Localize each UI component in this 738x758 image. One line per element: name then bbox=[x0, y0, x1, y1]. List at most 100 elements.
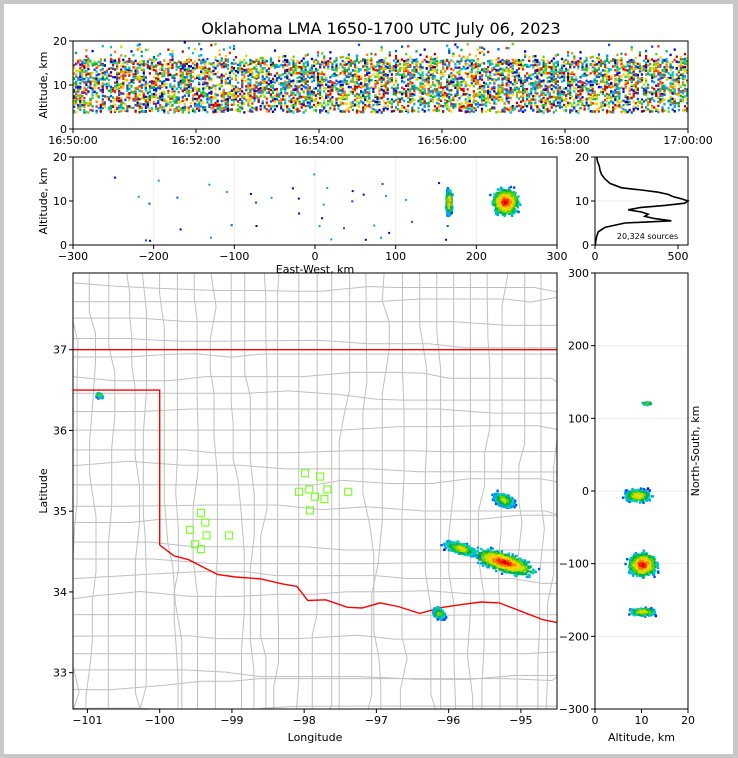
time-height-source bbox=[202, 83, 205, 86]
time-height-source bbox=[442, 93, 445, 96]
time-height-source bbox=[550, 68, 553, 71]
time-height-source bbox=[237, 63, 240, 67]
time-height-source bbox=[390, 100, 393, 103]
time-height-source bbox=[423, 100, 426, 103]
time-height-source bbox=[152, 60, 156, 63]
time-height-source bbox=[173, 90, 176, 93]
time-height-source bbox=[116, 83, 119, 86]
time-height-source bbox=[97, 73, 100, 76]
time-height-source bbox=[421, 82, 424, 86]
time-height-source bbox=[423, 84, 426, 87]
time-height-source bbox=[536, 60, 539, 64]
time-height-source bbox=[249, 68, 252, 71]
time-height-source bbox=[444, 94, 447, 97]
time-height-source bbox=[253, 66, 256, 69]
time-height-source bbox=[353, 104, 357, 107]
time-height-source bbox=[357, 110, 361, 113]
time-height-source bbox=[247, 74, 250, 78]
time-height-source bbox=[193, 86, 197, 90]
time-height-source bbox=[394, 57, 398, 60]
time-height-source bbox=[226, 94, 229, 98]
time-height-source bbox=[614, 84, 617, 88]
time-height-source bbox=[433, 62, 436, 65]
time-height-source bbox=[159, 72, 162, 75]
time-height-source bbox=[327, 90, 330, 93]
time-height-source bbox=[167, 110, 170, 114]
time-height-source bbox=[267, 88, 270, 91]
time-height-source bbox=[185, 75, 188, 79]
time-height-source bbox=[243, 62, 246, 65]
time-height-source bbox=[407, 45, 410, 48]
time-height-source bbox=[237, 108, 240, 111]
time-height-source bbox=[378, 78, 381, 81]
time-height-source bbox=[360, 82, 363, 85]
time-height-source bbox=[497, 91, 500, 94]
time-height-source bbox=[478, 71, 482, 75]
time-height-source bbox=[341, 86, 344, 89]
time-height-source bbox=[446, 65, 449, 68]
time-height-source bbox=[425, 67, 428, 70]
time-height-source bbox=[497, 48, 500, 51]
figure-canvas: Oklahoma LMA 1650-1700 UTC July 06, 2023… bbox=[4, 4, 733, 754]
time-height-source bbox=[282, 66, 285, 69]
time-height-source bbox=[321, 76, 324, 79]
time-height-source bbox=[161, 82, 164, 85]
time-height-source bbox=[454, 77, 457, 80]
time-height-source bbox=[442, 66, 445, 69]
time-height-source bbox=[218, 49, 221, 52]
time-height-source bbox=[442, 74, 445, 77]
time-height-source bbox=[95, 84, 98, 87]
time-height-source bbox=[126, 94, 129, 97]
time-height-source bbox=[310, 80, 313, 83]
time-height-source bbox=[362, 85, 365, 88]
time-height-source bbox=[79, 75, 82, 78]
time-height-source bbox=[427, 81, 430, 84]
time-height-source bbox=[542, 93, 545, 96]
time-height-source bbox=[431, 89, 434, 93]
time-height-source bbox=[319, 91, 322, 95]
time-height-source bbox=[333, 85, 336, 88]
time-height-source bbox=[224, 92, 227, 96]
time-height-source bbox=[161, 98, 164, 102]
time-height-source bbox=[571, 109, 574, 112]
time-height-source bbox=[323, 107, 326, 110]
time-height-source bbox=[524, 101, 527, 104]
time-height-source bbox=[83, 86, 86, 89]
time-height-source bbox=[370, 110, 373, 114]
time-height-source bbox=[493, 79, 496, 83]
time-height-source bbox=[294, 66, 297, 69]
time-height-source bbox=[522, 96, 525, 100]
time-height-source bbox=[407, 108, 410, 112]
time-height-source bbox=[556, 94, 559, 97]
time-height-source bbox=[517, 59, 521, 62]
time-height-source bbox=[456, 91, 459, 94]
time-height-source bbox=[152, 68, 156, 72]
time-height-source bbox=[210, 62, 213, 66]
time-height-source bbox=[228, 108, 231, 111]
time-height-source bbox=[83, 58, 86, 62]
time-height-source bbox=[183, 94, 186, 97]
time-height-source bbox=[394, 108, 398, 111]
time-height-source bbox=[433, 84, 436, 87]
time-height-source bbox=[228, 96, 231, 100]
time-height-source bbox=[351, 60, 354, 64]
time-height-source bbox=[542, 55, 545, 58]
time-height-source bbox=[427, 75, 430, 78]
time-height-source bbox=[419, 53, 422, 57]
time-height-source bbox=[218, 103, 221, 107]
time-height-source bbox=[480, 94, 484, 97]
time-height-source bbox=[394, 89, 398, 92]
time-height-source bbox=[370, 100, 373, 103]
time-height-source bbox=[93, 81, 96, 84]
time-height-source bbox=[167, 48, 170, 51]
time-height-source bbox=[487, 92, 490, 95]
time-height-source bbox=[411, 73, 414, 76]
time-height-source bbox=[206, 82, 209, 85]
time-height-source bbox=[271, 77, 275, 81]
time-height-source bbox=[304, 86, 307, 89]
time-height-source bbox=[247, 104, 250, 107]
time-height-source bbox=[597, 61, 600, 64]
time-height-source bbox=[536, 81, 539, 84]
time-height-source bbox=[306, 84, 309, 87]
time-height-source bbox=[501, 110, 504, 113]
